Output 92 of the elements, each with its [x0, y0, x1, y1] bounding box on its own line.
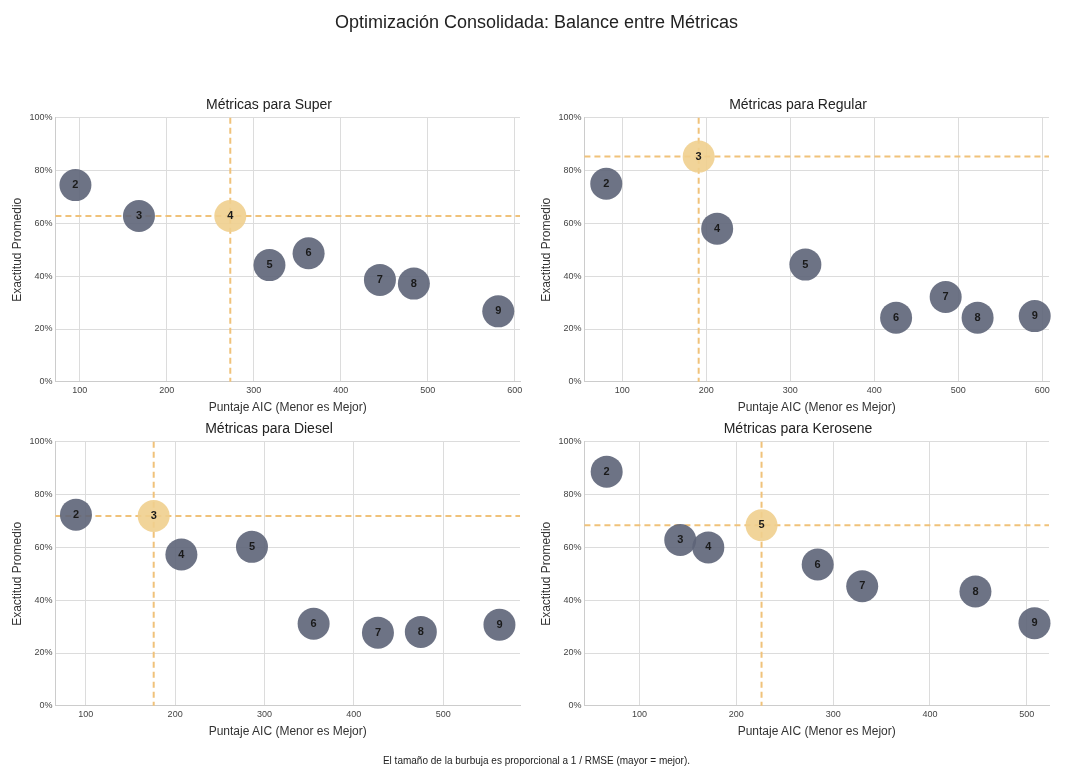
y-tick-label: 20%: [563, 647, 582, 658]
annotation: 4: [705, 540, 713, 553]
y-tick-label: 0%: [568, 376, 582, 387]
y-tick-label: 80%: [563, 165, 582, 176]
annotation: 5: [266, 258, 273, 271]
y-tick-label: 0%: [568, 700, 582, 711]
y-tick-label: 20%: [34, 647, 53, 658]
x-axis-title: Puntaje AIC (Menor es Mejor): [737, 724, 896, 739]
annotation: 2: [72, 178, 79, 191]
y-tick-label: 0%: [39, 700, 53, 711]
x-tick-label: 600: [507, 384, 523, 395]
annotation: 4: [714, 221, 722, 234]
annotation: 6: [310, 616, 317, 629]
annotation: 3: [150, 509, 157, 522]
x-tick-label: 300: [246, 384, 262, 395]
annotation: 8: [972, 584, 979, 597]
y-axis-title: Exactitud Promedio: [9, 521, 24, 626]
y-tick-label: 0%: [39, 376, 53, 387]
y-tick-label: 80%: [563, 489, 582, 500]
x-axis-title: Puntaje AIC (Menor es Mejor): [208, 724, 367, 739]
y-axis-title: Exactitud Promedio: [538, 197, 553, 302]
annotation: 2: [603, 176, 610, 189]
y-axis-title: Exactitud Promedio: [9, 197, 24, 302]
chart-title: Métricas para Regular: [729, 96, 868, 113]
annotation: 2: [603, 464, 610, 477]
x-tick-label: 400: [866, 384, 882, 395]
x-tick-label: 300: [256, 708, 272, 719]
y-tick-label: 20%: [34, 323, 53, 334]
y-tick-label: 100%: [558, 112, 582, 123]
x-axis-title: Puntaje AIC (Menor es Mejor): [737, 400, 896, 415]
y-tick-label: 60%: [563, 541, 582, 552]
annotation: 3: [695, 149, 702, 162]
x-tick-label: 100: [614, 384, 630, 395]
annotation: 5: [248, 539, 256, 552]
y-tick-label: 40%: [34, 270, 53, 281]
x-tick-label: 500: [1019, 708, 1035, 719]
x-tick-label: 100: [72, 384, 88, 395]
annotation: 4: [227, 209, 235, 222]
annotation: 5: [802, 257, 809, 270]
x-tick-label: 500: [420, 384, 436, 395]
y-tick-label: 100%: [29, 436, 53, 447]
annotation: 7: [376, 272, 383, 285]
chart-title: Métricas para Diesel: [205, 420, 333, 437]
annotation: 7: [859, 579, 866, 592]
annotation: 3: [135, 209, 142, 222]
annotation: 2: [72, 507, 80, 520]
x-axis-title: Puntaje AIC (Menor es Mejor): [208, 400, 367, 415]
annotation: 6: [814, 557, 821, 570]
x-tick-label: 400: [922, 708, 938, 719]
annotation: 6: [305, 246, 312, 259]
annotation: 8: [417, 624, 424, 637]
y-tick-label: 40%: [563, 270, 582, 281]
x-tick-label: 400: [346, 708, 362, 719]
chart-title: Métricas para Super: [205, 96, 333, 113]
x-tick-label: 300: [825, 708, 841, 719]
x-tick-label: 200: [167, 708, 183, 719]
y-tick-label: 40%: [563, 594, 582, 605]
y-tick-label: 60%: [563, 217, 582, 228]
text: El tamaño de la burbuja es proporcional a 1 / RMSE (mayor = mejor).: [381, 754, 692, 766]
y-tick-label: 60%: [34, 541, 53, 552]
annotation: 8: [974, 310, 981, 323]
text: Optimización Consolidada: Balance entre Métricas: [333, 11, 740, 34]
x-tick-label: 100: [632, 708, 648, 719]
annotation: 8: [410, 276, 417, 289]
x-tick-label: 200: [698, 384, 714, 395]
annotation: 9: [495, 304, 502, 317]
y-axis-title: Exactitud Promedio: [538, 521, 553, 626]
x-tick-label: 600: [1034, 384, 1050, 395]
x-tick-label: 200: [728, 708, 744, 719]
y-tick-label: 80%: [34, 165, 53, 176]
chart-title: Métricas para Kerosene: [723, 420, 873, 437]
y-tick-label: 100%: [29, 112, 53, 123]
annotation: 7: [374, 625, 382, 638]
annotation: 7: [942, 290, 949, 303]
annotation: 5: [758, 518, 765, 531]
annotation: 3: [677, 533, 684, 546]
x-tick-label: 200: [159, 384, 175, 395]
y-tick-label: 20%: [563, 323, 582, 334]
y-tick-label: 80%: [34, 489, 53, 500]
y-tick-label: 40%: [34, 594, 53, 605]
y-tick-label: 100%: [558, 436, 582, 447]
annotation: 9: [496, 617, 503, 630]
annotation: 9: [1031, 616, 1038, 629]
x-tick-label: 500: [435, 708, 451, 719]
x-tick-label: 400: [333, 384, 349, 395]
x-tick-label: 300: [782, 384, 798, 395]
annotation: 9: [1031, 309, 1038, 322]
x-tick-label: 100: [78, 708, 94, 719]
x-tick-label: 500: [950, 384, 966, 395]
annotation: 4: [178, 547, 186, 560]
annotation: 6: [893, 310, 900, 323]
y-tick-label: 60%: [34, 217, 53, 228]
